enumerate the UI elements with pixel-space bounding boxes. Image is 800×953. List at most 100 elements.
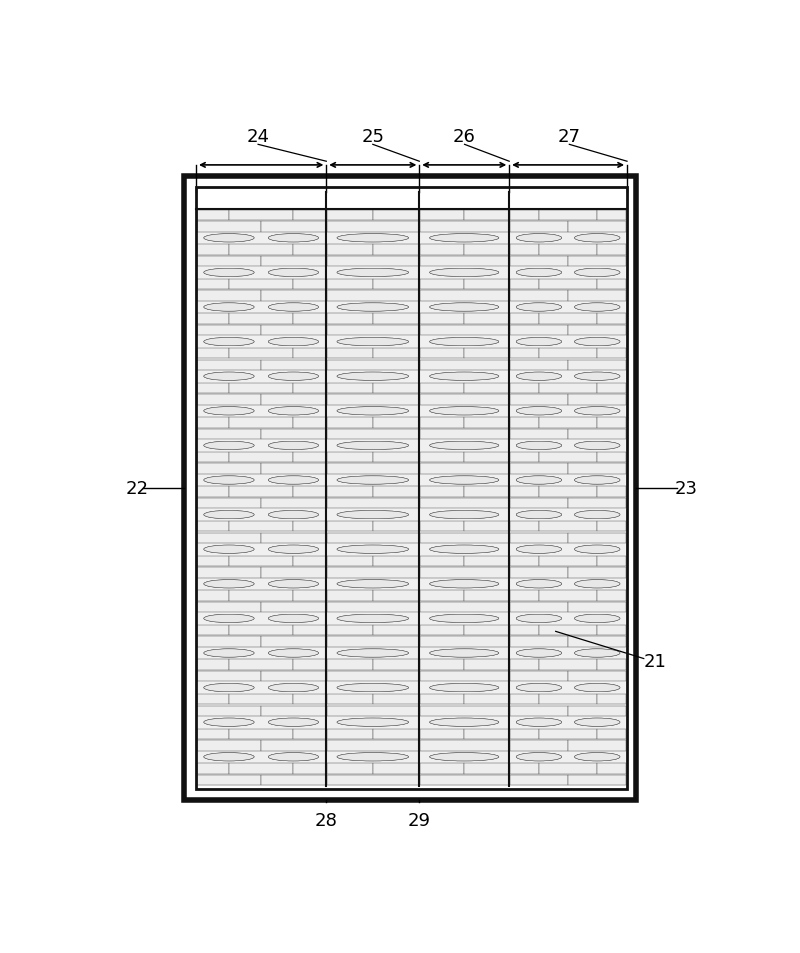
Bar <box>420 440 509 452</box>
Ellipse shape <box>268 511 318 519</box>
Bar <box>464 349 509 359</box>
Bar <box>539 763 598 774</box>
Bar <box>327 336 418 348</box>
Bar <box>420 509 509 521</box>
Bar <box>294 695 326 704</box>
Ellipse shape <box>337 338 409 346</box>
Ellipse shape <box>337 649 409 658</box>
Bar <box>229 763 294 774</box>
Ellipse shape <box>204 407 254 416</box>
Bar <box>197 498 261 509</box>
Bar <box>464 211 509 221</box>
Bar <box>327 647 418 659</box>
Bar <box>539 453 598 463</box>
Bar <box>327 383 373 394</box>
Ellipse shape <box>574 545 620 554</box>
Ellipse shape <box>516 615 562 623</box>
Bar <box>420 349 464 359</box>
Bar <box>197 625 229 636</box>
Bar <box>262 602 326 613</box>
Bar <box>229 453 294 463</box>
Bar <box>539 729 598 740</box>
Ellipse shape <box>337 407 409 416</box>
Bar <box>539 211 598 221</box>
Bar <box>598 245 626 255</box>
Bar <box>197 417 229 428</box>
Ellipse shape <box>574 649 620 658</box>
Ellipse shape <box>337 580 409 588</box>
Bar <box>197 544 326 556</box>
Bar <box>197 360 261 371</box>
Ellipse shape <box>574 476 620 485</box>
Ellipse shape <box>268 580 318 588</box>
Bar <box>510 440 626 452</box>
Ellipse shape <box>574 373 620 381</box>
Ellipse shape <box>574 234 620 243</box>
Bar <box>373 211 418 221</box>
Bar <box>598 763 626 774</box>
Ellipse shape <box>516 373 562 381</box>
Ellipse shape <box>337 234 409 243</box>
Ellipse shape <box>204 304 254 312</box>
Bar <box>464 695 509 704</box>
Text: 23: 23 <box>674 479 698 497</box>
Bar <box>229 625 294 636</box>
Ellipse shape <box>430 545 499 554</box>
Bar <box>327 556 373 566</box>
Ellipse shape <box>204 511 254 519</box>
Bar <box>539 625 598 636</box>
Bar <box>327 533 418 543</box>
Bar <box>327 256 418 267</box>
Bar <box>197 302 326 314</box>
Bar <box>262 256 326 267</box>
Ellipse shape <box>430 407 499 416</box>
Bar <box>327 222 418 233</box>
Ellipse shape <box>204 442 254 450</box>
Bar <box>197 395 261 405</box>
Bar <box>510 602 568 613</box>
Bar <box>539 245 598 255</box>
Bar <box>197 729 229 740</box>
Bar <box>327 245 373 255</box>
Ellipse shape <box>574 373 620 381</box>
Ellipse shape <box>268 338 318 346</box>
Bar <box>327 464 418 475</box>
Ellipse shape <box>268 304 318 312</box>
Ellipse shape <box>204 719 254 726</box>
Bar <box>598 211 626 221</box>
Bar <box>539 279 598 290</box>
Bar <box>196 193 627 786</box>
Bar <box>327 521 373 532</box>
Bar <box>420 521 464 532</box>
Ellipse shape <box>574 269 620 277</box>
Bar <box>196 188 627 789</box>
Ellipse shape <box>204 545 254 554</box>
Bar <box>539 383 598 394</box>
Ellipse shape <box>337 304 409 312</box>
Bar <box>510 613 626 624</box>
Bar <box>510 256 568 267</box>
Ellipse shape <box>268 649 318 658</box>
Ellipse shape <box>204 269 254 277</box>
Ellipse shape <box>204 615 254 623</box>
Ellipse shape <box>337 615 409 623</box>
Ellipse shape <box>430 649 499 658</box>
Ellipse shape <box>268 615 318 623</box>
Ellipse shape <box>574 407 620 416</box>
Ellipse shape <box>516 304 562 312</box>
Bar <box>327 659 373 670</box>
Ellipse shape <box>204 649 254 658</box>
Bar <box>420 729 464 740</box>
Ellipse shape <box>337 442 409 450</box>
Bar <box>510 349 539 359</box>
Bar <box>420 371 509 382</box>
Bar <box>510 291 568 301</box>
Bar <box>327 440 418 452</box>
Ellipse shape <box>574 442 620 450</box>
Bar <box>262 291 326 301</box>
Ellipse shape <box>574 580 620 588</box>
Bar <box>197 453 229 463</box>
Bar <box>294 487 326 497</box>
Ellipse shape <box>204 234 254 243</box>
Bar <box>294 556 326 566</box>
